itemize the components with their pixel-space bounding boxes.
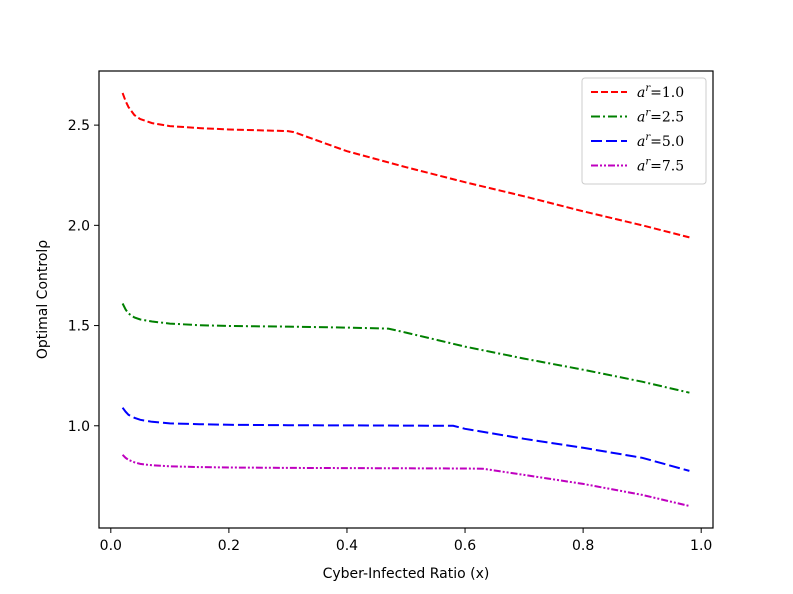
- legend-superscript: r: [645, 83, 651, 94]
- legend-superscript: r: [645, 132, 651, 143]
- legend-entry: ar=7.5: [637, 157, 684, 175]
- x-axis: 0.0 0.2 0.4 0.6 0.8 1.0: [100, 528, 712, 554]
- legend-symbol: a: [637, 159, 645, 175]
- legend-value: =5.0: [650, 134, 684, 150]
- series-line-3: [121, 407, 690, 472]
- legend-value: =1.0: [650, 85, 684, 101]
- x-tick-label: 0.2: [218, 538, 240, 554]
- x-tick-label: 0.4: [336, 538, 358, 554]
- x-tick-label: 0.8: [572, 538, 594, 554]
- y-axis: 1.0 1.5 2.0 2.5: [68, 118, 99, 435]
- legend-entry: ar=2.5: [637, 108, 684, 126]
- x-tick-label: 0.6: [454, 538, 476, 554]
- y-tick-label: 2.5: [68, 118, 90, 134]
- x-tick-label: 0.0: [100, 538, 122, 554]
- series-line-4: [121, 454, 690, 507]
- legend-superscript: r: [645, 108, 651, 119]
- x-axis-label: Cyber-Infected Ratio (x): [323, 566, 490, 582]
- y-tick-label: 1.5: [68, 319, 90, 335]
- series-layer: [121, 92, 690, 507]
- series-line-1: [121, 92, 690, 239]
- legend-value: =2.5: [650, 110, 684, 126]
- legend-symbol: a: [637, 110, 645, 126]
- legend: ar=1.0ar=2.5ar=5.0ar=7.5: [581, 77, 707, 185]
- y-tick-label: 2.0: [68, 218, 90, 234]
- legend-superscript: r: [645, 157, 651, 168]
- legend-symbol: a: [637, 134, 645, 150]
- y-tick-label: 1.0: [68, 419, 90, 435]
- legend-entry: ar=1.0: [637, 83, 684, 101]
- legend-box: [581, 77, 707, 185]
- x-tick-label: 1.0: [690, 538, 712, 554]
- y-axis-label: Optimal Controlρ: [35, 240, 51, 359]
- plot-frame: [98, 70, 714, 529]
- legend-value: =7.5: [650, 159, 684, 175]
- legend-symbol: a: [637, 85, 645, 101]
- series-line-2: [121, 303, 690, 394]
- legend-entry: ar=5.0: [637, 132, 684, 150]
